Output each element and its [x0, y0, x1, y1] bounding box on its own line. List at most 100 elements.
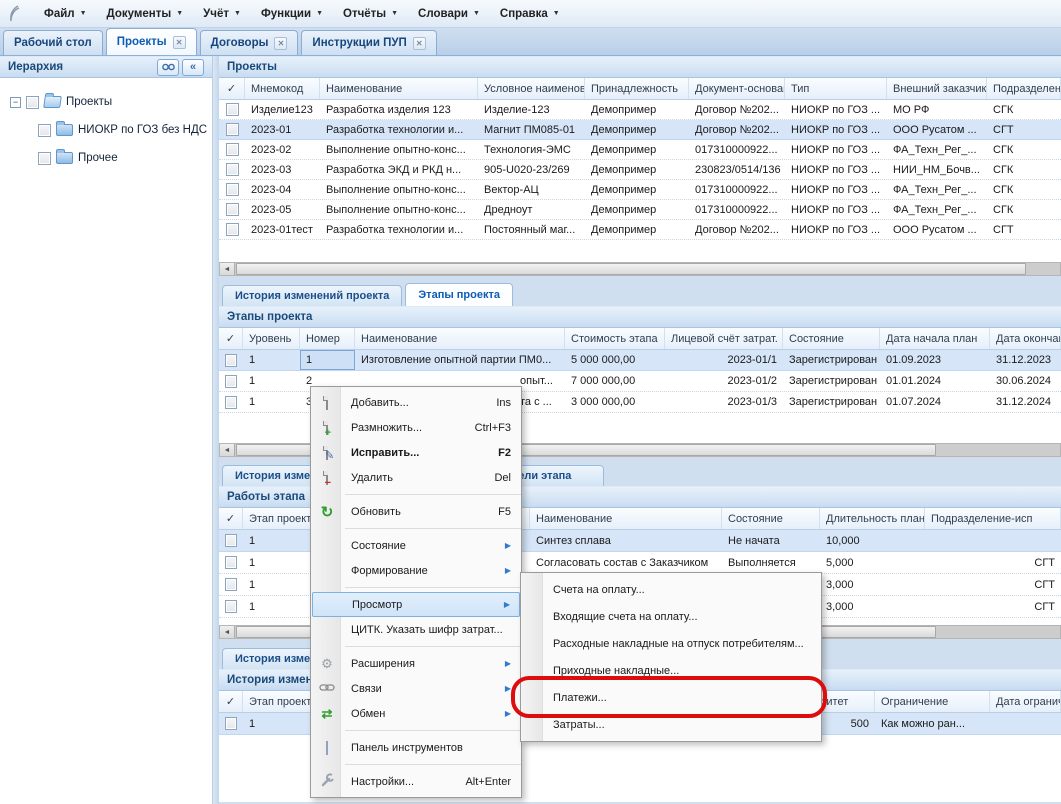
- row-checkbox[interactable]: [225, 374, 237, 388]
- close-icon[interactable]: ✕: [412, 36, 426, 50]
- column-header-8[interactable]: Дата окончан: [990, 328, 1061, 349]
- menu-3[interactable]: Функции ▼: [251, 5, 333, 23]
- menu-5[interactable]: Словари ▼: [408, 5, 490, 23]
- column-header-5[interactable]: Подразделение-исп: [925, 508, 1061, 529]
- column-header-0[interactable]: ✓: [219, 78, 245, 99]
- window-tab-3[interactable]: Инструкции ПУП ✕: [301, 30, 437, 55]
- row-checkbox[interactable]: [225, 103, 239, 116]
- column-header-4[interactable]: Ограничение: [875, 691, 990, 712]
- submenu-item-4[interactable]: Платежи...: [521, 684, 821, 711]
- column-header-2[interactable]: Наименование: [320, 78, 478, 99]
- menu-0[interactable]: Файл ▼: [34, 5, 97, 23]
- tree-item-1[interactable]: НИОКР по ГОЗ без НДС: [4, 116, 208, 144]
- collapse-panel-icon[interactable]: «: [182, 58, 204, 76]
- row-checkbox[interactable]: [225, 395, 237, 409]
- context-menu-item-12[interactable]: Панель инструментов: [311, 735, 521, 760]
- context-menu-item-9[interactable]: ⚙ Расширения ▶: [311, 651, 521, 676]
- column-header-0[interactable]: ✓: [219, 328, 243, 349]
- window-tab-2[interactable]: Договоры ✕: [199, 30, 299, 55]
- scroll-left-icon[interactable]: ◄: [220, 626, 235, 638]
- table-row[interactable]: 2023-01тест Разработка технологии и... Пос…: [219, 220, 1061, 240]
- column-header-5[interactable]: Лицевой счёт затрат.: [665, 328, 783, 349]
- column-header-4[interactable]: Стоимость этапа: [565, 328, 665, 349]
- row-checkbox[interactable]: [225, 183, 239, 196]
- row-checkbox[interactable]: [225, 534, 237, 547]
- context-menu-item-4[interactable]: ↻ Обновить F5: [311, 499, 521, 524]
- column-header-6[interactable]: Состояние: [783, 328, 880, 349]
- column-header-5[interactable]: Дата ограниче: [990, 691, 1061, 712]
- table-row[interactable]: 2023-04 Выполнение опытно-конс... Вектор-А…: [219, 180, 1061, 200]
- row-checkbox[interactable]: [225, 123, 239, 136]
- table-row[interactable]: 2023-03 Разработка ЭКД и РКД н... 905-U020…: [219, 160, 1061, 180]
- context-menu-item-11[interactable]: ⇄ Обмен ▶: [311, 701, 521, 726]
- splitter[interactable]: [213, 56, 219, 804]
- tree-checkbox[interactable]: [38, 123, 51, 137]
- row-checkbox[interactable]: [225, 556, 237, 569]
- menu-6[interactable]: Справка ▼: [490, 5, 570, 23]
- column-header-3[interactable]: Условное наименова: [478, 78, 585, 99]
- tree-checkbox[interactable]: [38, 151, 51, 165]
- row-checkbox[interactable]: [225, 223, 239, 236]
- column-header-2[interactable]: Номер: [300, 328, 355, 349]
- row-checkbox[interactable]: [225, 578, 237, 591]
- window-tab-0[interactable]: Рабочий стол: [3, 30, 103, 55]
- column-header-8[interactable]: Подразделение: [987, 78, 1061, 99]
- submenu-item-0[interactable]: Счета на оплату...: [521, 576, 821, 603]
- table-row[interactable]: 2023-01 Разработка технологии и... Магнит …: [219, 120, 1061, 140]
- submenu-item-5[interactable]: Затраты...: [521, 711, 821, 738]
- context-menu-item-2[interactable]: ✎ Исправить... F2: [311, 440, 521, 465]
- row-checkbox[interactable]: [225, 717, 237, 730]
- tree-item-2[interactable]: Прочее: [4, 144, 208, 172]
- column-header-4[interactable]: Принадлежность: [585, 78, 689, 99]
- tree-item-0[interactable]: − Проекты: [4, 88, 208, 116]
- table-row[interactable]: 2023-02 Выполнение опытно-конс... Технолог…: [219, 140, 1061, 160]
- search-icon[interactable]: [157, 58, 179, 76]
- column-header-7[interactable]: Внешний заказчик: [887, 78, 987, 99]
- column-header-5[interactable]: Документ-основан: [689, 78, 785, 99]
- context-menu-item-0[interactable]: Добавить... Ins: [311, 390, 521, 415]
- column-header-3[interactable]: Состояние: [722, 508, 820, 529]
- menu-4[interactable]: Отчёты ▼: [333, 5, 408, 23]
- table-row[interactable]: Изделие123 Разработка изделия 123 Изделие-…: [219, 100, 1061, 120]
- section-tab-0[interactable]: История изменений проекта: [222, 285, 403, 306]
- tree-checkbox[interactable]: [26, 95, 39, 109]
- column-header-1[interactable]: Уровень: [243, 328, 300, 349]
- table-row[interactable]: 2023-05 Выполнение опытно-конс... Дредноут…: [219, 200, 1061, 220]
- context-menu-item-7[interactable]: Просмотр ▶: [312, 592, 520, 617]
- column-header-7[interactable]: Дата начала план: [880, 328, 990, 349]
- row-checkbox[interactable]: [225, 600, 237, 613]
- row-checkbox[interactable]: [225, 203, 239, 216]
- row-checkbox[interactable]: [225, 163, 239, 176]
- column-header-1[interactable]: Мнемокод: [245, 78, 320, 99]
- row-checkbox[interactable]: [225, 143, 239, 156]
- window-tab-1[interactable]: Проекты ✕: [105, 28, 197, 55]
- column-header-0[interactable]: ✓: [219, 508, 243, 529]
- close-icon[interactable]: ✕: [172, 35, 186, 49]
- menu-2[interactable]: Учёт ▼: [193, 5, 251, 23]
- row-checkbox[interactable]: [225, 353, 237, 367]
- context-menu-item-1[interactable]: + Размножить... Ctrl+F3: [311, 415, 521, 440]
- column-header-1[interactable]: Этап проекта: [243, 508, 530, 529]
- scroll-left-icon[interactable]: ◄: [220, 263, 235, 275]
- context-menu-item-10[interactable]: Связи ▶: [311, 676, 521, 701]
- context-menu-item-6[interactable]: Формирование ▶: [311, 558, 521, 583]
- column-header-3[interactable]: Наименование: [355, 328, 565, 349]
- context-menu-item-13[interactable]: Настройки... Alt+Enter: [311, 769, 521, 794]
- menu-1[interactable]: Документы ▼: [97, 5, 194, 23]
- submenu-item-2[interactable]: Расходные накладные на отпуск потребител…: [521, 630, 821, 657]
- table-row[interactable]: 1 1 Изготовление опытной партии ПМ0... 5 00…: [219, 350, 1061, 371]
- column-header-4[interactable]: Длительность план▼: [820, 508, 925, 529]
- context-menu-item-8[interactable]: ЦИТК. Указать шифр затрат...: [311, 617, 521, 642]
- column-header-2[interactable]: Наименование: [530, 508, 722, 529]
- column-header-0[interactable]: ✓: [219, 691, 243, 712]
- section-tab-1[interactable]: Этапы проекта: [405, 283, 513, 306]
- context-menu-item-3[interactable]: − Удалить Del: [311, 465, 521, 490]
- submenu-item-3[interactable]: Приходные накладные...: [521, 657, 821, 684]
- scroll-left-icon[interactable]: ◄: [220, 444, 235, 456]
- close-icon[interactable]: ✕: [274, 36, 288, 50]
- projects-hscrollbar[interactable]: ◄: [219, 262, 1061, 276]
- tree-expander-icon[interactable]: −: [10, 96, 21, 108]
- context-menu-item-5[interactable]: Состояние ▶: [311, 533, 521, 558]
- submenu-item-1[interactable]: Входящие счета на оплату...: [521, 603, 821, 630]
- column-header-6[interactable]: Тип: [785, 78, 887, 99]
